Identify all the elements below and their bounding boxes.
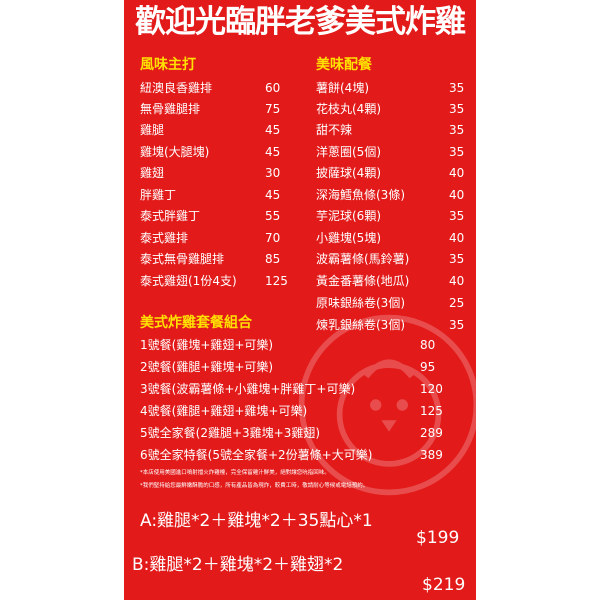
- combo-name: 6號全家特餐(5號全家餐+2份薯條+大可樂): [140, 448, 373, 462]
- deal-a-text: A:雞腿*2＋雞塊*2＋35點心*1: [140, 511, 373, 531]
- combo-price: 289: [420, 426, 443, 440]
- item-name: 雞翅: [140, 166, 165, 180]
- item-name: 無骨雞腿排: [140, 102, 201, 116]
- deal-b-text: B:雞腿*2＋雞塊*2＋雞翅*2: [132, 555, 344, 575]
- flavor-item: 紐澳良香雞排 60: [140, 78, 282, 98]
- combo-name: 1號餐(雞塊+雞翅+可樂): [140, 338, 274, 352]
- combo-name: 4號餐(雞腿+雞翅+雞塊+可樂): [140, 404, 308, 418]
- combo-name: 5號全家餐(2雞腿+3雞塊+3雞翅): [140, 426, 321, 440]
- combo-name: 3號餐(波霸薯條+小雞塊+胖雞丁+可樂): [140, 382, 356, 396]
- flavor-section-heading: 風味主打: [140, 57, 196, 73]
- item-price: 40: [449, 231, 465, 245]
- item-price: 35: [449, 102, 465, 116]
- combo-price: 80: [420, 338, 436, 352]
- combo-price: 389: [420, 448, 443, 462]
- item-price: 40: [449, 188, 465, 202]
- item-price: 35: [449, 318, 465, 332]
- item-name: 洋蔥圈(5個): [316, 145, 381, 159]
- side-item: 黃金番薯條(地瓜) 40: [316, 271, 476, 291]
- flavor-item: 胖雞丁 45: [140, 185, 282, 205]
- side-item: 深海鱈魚條(3條) 40: [316, 185, 476, 205]
- item-name: 泰式胖雞丁: [140, 209, 201, 223]
- side-item: 甜不辣 35: [316, 120, 476, 140]
- item-name: 胖雞丁: [140, 188, 177, 202]
- combo-price: 125: [420, 404, 443, 418]
- sides-section-heading: 美味配餐: [316, 57, 372, 73]
- item-price: 70: [265, 231, 281, 245]
- side-item: 薯餅(4塊) 35: [316, 78, 476, 98]
- flavor-item: 泰式雞翅(1份4支) 125: [140, 271, 288, 291]
- side-item: 原味銀絲卷(3個) 25: [316, 293, 476, 313]
- combo-item: 3號餐(波霸薯條+小雞塊+胖雞丁+可樂) 120: [140, 379, 470, 399]
- deal-box: A:雞腿*2＋雞塊*2＋35點心*1 $199 B:雞腿*2＋雞塊*2＋雞翅*2…: [124, 496, 476, 600]
- side-item: 洋蔥圈(5個) 35: [316, 142, 476, 162]
- deal-b-price: $219: [422, 575, 466, 595]
- combo-item: 4號餐(雞腿+雞翅+雞塊+可樂) 125: [140, 401, 470, 421]
- item-price: 40: [449, 274, 465, 288]
- item-price: 45: [265, 188, 281, 202]
- side-item: 波霸薯條(馬鈴薯) 35: [316, 249, 476, 269]
- combo-name: 2號餐(雞腿+雞塊+可樂): [140, 360, 274, 374]
- item-price: 35: [449, 145, 465, 159]
- combo-item: 5號全家餐(2雞腿+3雞塊+3雞翅) 289: [140, 423, 470, 443]
- item-name: 深海鱈魚條(3條): [316, 188, 405, 202]
- note-text: *我們堅持給您最鮮嫩酥脆的口感，所有產品皆為現炸，較費工時，敬請耐心等候或電話預…: [140, 483, 369, 489]
- note-text: *本店使用美國進口噴射擋火炸雞檯，完全保留雞汁鮮美，絕對讓您吮指回味。: [140, 470, 330, 476]
- item-name: 泰式雞翅(1份4支): [140, 274, 237, 288]
- item-name: 芋泥球(6顆): [316, 209, 381, 223]
- combos-section-heading: 美式炸雞套餐組合: [140, 315, 252, 331]
- combo-item: 1號餐(雞塊+雞翅+可樂) 80: [140, 335, 470, 355]
- item-name: 紐澳良香雞排: [140, 81, 213, 95]
- item-name: 雞塊(大腿塊): [140, 145, 210, 159]
- side-item: 煉乳銀絲卷(3個) 35: [316, 315, 476, 335]
- item-name: 泰式雞排: [140, 231, 189, 245]
- flavor-item: 泰式無骨雞腿排 85: [140, 249, 282, 269]
- page-title: 歡迎光臨胖老爹美式炸雞: [135, 4, 466, 40]
- item-price: 25: [449, 296, 465, 310]
- chick-mascot-icon: [298, 314, 476, 496]
- item-price: 55: [265, 209, 281, 223]
- item-price: 35: [449, 123, 465, 137]
- item-price: 35: [449, 81, 465, 95]
- flavor-item: 無骨雞腿排 75: [140, 99, 282, 119]
- flavor-item: 雞翅 30: [140, 163, 282, 183]
- item-price: 45: [265, 123, 281, 137]
- deal-a-price: $199: [416, 528, 460, 548]
- item-price: 35: [449, 252, 465, 266]
- item-price: 30: [265, 166, 281, 180]
- item-name: 薯餅(4塊): [316, 81, 369, 95]
- item-price: 85: [265, 252, 281, 266]
- item-price: 40: [449, 166, 465, 180]
- flavor-item: 泰式雞排 70: [140, 228, 282, 248]
- item-name: 小雞塊(5塊): [316, 231, 381, 245]
- item-price: 60: [265, 81, 281, 95]
- item-price: 45: [265, 145, 281, 159]
- flavor-item: 雞腿 45: [140, 120, 282, 140]
- combo-item: 2號餐(雞腿+雞塊+可樂) 95: [140, 357, 470, 377]
- item-name: 甜不辣: [316, 123, 353, 137]
- item-name: 披薩球(4顆): [316, 166, 381, 180]
- item-name: 泰式無骨雞腿排: [140, 252, 225, 266]
- side-item: 小雞塊(5塊) 40: [316, 228, 476, 248]
- item-name: 黃金番薯條(地瓜): [316, 274, 410, 288]
- item-price: 35: [449, 209, 465, 223]
- menu-poster: 歡迎光臨胖老爹美式炸雞 風味主打 美味配餐 紐澳良香雞排 60 無骨雞腿排 75 雞…: [124, 0, 476, 600]
- side-item: 披薩球(4顆) 40: [316, 163, 476, 183]
- item-name: 煉乳銀絲卷(3個): [316, 318, 405, 332]
- flavor-item: 雞塊(大腿塊) 45: [140, 142, 282, 162]
- item-name: 雞腿: [140, 123, 165, 137]
- flavor-item: 泰式胖雞丁 55: [140, 206, 282, 226]
- side-item: 花枝丸(4顆) 35: [316, 99, 476, 119]
- side-item: 芋泥球(6顆) 35: [316, 206, 476, 226]
- item-name: 波霸薯條(馬鈴薯): [316, 252, 410, 266]
- combo-price: 120: [420, 382, 443, 396]
- combo-price: 95: [420, 360, 436, 374]
- combo-item: 6號全家特餐(5號全家餐+2份薯條+大可樂) 389: [140, 445, 470, 465]
- item-name: 原味銀絲卷(3個): [316, 296, 405, 310]
- item-price: 75: [265, 102, 281, 116]
- item-price: 125: [265, 274, 288, 288]
- item-name: 花枝丸(4顆): [316, 102, 381, 116]
